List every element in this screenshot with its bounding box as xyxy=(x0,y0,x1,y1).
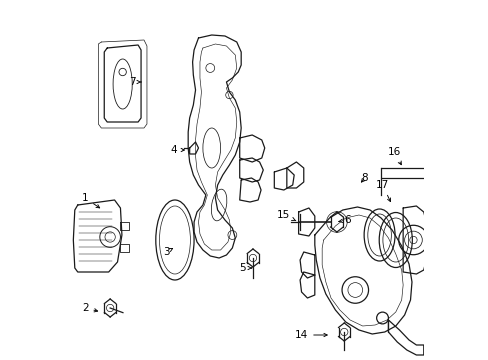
Text: 8: 8 xyxy=(361,173,367,183)
Text: 3: 3 xyxy=(163,247,172,257)
Text: 12: 12 xyxy=(0,359,1,360)
Text: 9: 9 xyxy=(0,359,1,360)
Text: 5: 5 xyxy=(239,263,251,273)
Text: 1: 1 xyxy=(81,193,100,208)
Text: 16: 16 xyxy=(387,147,401,165)
Text: 2: 2 xyxy=(81,303,98,313)
Text: 6: 6 xyxy=(338,215,350,225)
Text: 14: 14 xyxy=(294,330,326,340)
Text: 4: 4 xyxy=(170,145,184,155)
Text: 10: 10 xyxy=(0,359,1,360)
Text: 11: 11 xyxy=(0,359,1,360)
Text: 7: 7 xyxy=(129,77,141,87)
Text: 13: 13 xyxy=(0,359,1,360)
Text: 15: 15 xyxy=(277,210,295,221)
Text: 17: 17 xyxy=(375,180,390,202)
